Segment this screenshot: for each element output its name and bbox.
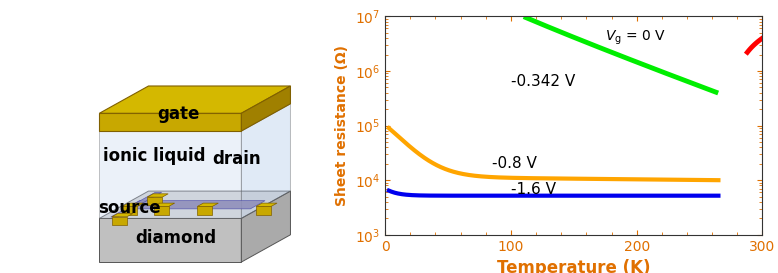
Polygon shape	[100, 113, 241, 131]
Text: -1.6 V: -1.6 V	[511, 182, 556, 197]
Text: source: source	[98, 199, 160, 217]
Polygon shape	[241, 104, 290, 218]
Polygon shape	[100, 104, 290, 131]
Polygon shape	[122, 203, 143, 206]
Text: ionic liquid: ionic liquid	[103, 147, 206, 165]
Polygon shape	[147, 194, 168, 197]
Polygon shape	[100, 191, 290, 218]
Polygon shape	[241, 191, 290, 262]
Text: gate: gate	[157, 105, 199, 123]
Text: diamond: diamond	[135, 229, 217, 247]
Y-axis label: Sheet resistance (Ω): Sheet resistance (Ω)	[335, 45, 349, 206]
Polygon shape	[124, 201, 265, 209]
Polygon shape	[256, 206, 271, 215]
Polygon shape	[100, 86, 290, 113]
Text: -0.8 V: -0.8 V	[492, 156, 537, 171]
Text: $V_{\rm g}$ = 0 V: $V_{\rm g}$ = 0 V	[605, 29, 666, 47]
Polygon shape	[198, 203, 219, 206]
Polygon shape	[122, 206, 138, 215]
Polygon shape	[198, 206, 212, 215]
Polygon shape	[241, 86, 290, 131]
Polygon shape	[154, 203, 174, 206]
Polygon shape	[100, 131, 241, 218]
Polygon shape	[112, 217, 127, 225]
Polygon shape	[110, 192, 162, 217]
Polygon shape	[100, 218, 241, 262]
Polygon shape	[112, 213, 133, 217]
X-axis label: Temperature (K): Temperature (K)	[497, 259, 650, 273]
Text: -0.342 V: -0.342 V	[511, 74, 575, 89]
Polygon shape	[154, 206, 169, 215]
Text: drain: drain	[212, 150, 261, 168]
Polygon shape	[256, 203, 277, 206]
Polygon shape	[147, 197, 163, 205]
